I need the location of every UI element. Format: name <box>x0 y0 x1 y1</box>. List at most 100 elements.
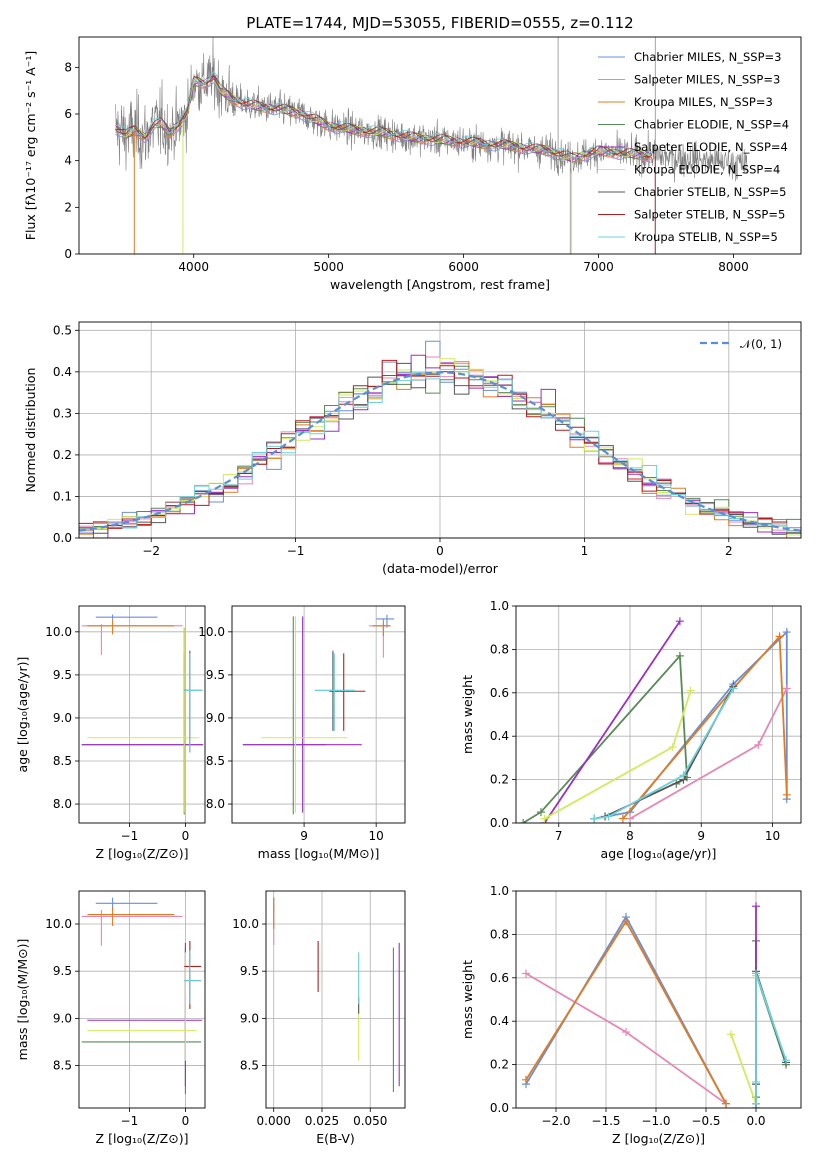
y-tick-label: 6 <box>64 107 72 121</box>
x-tick-label: 0.050 <box>353 1114 387 1128</box>
y-tick-label: 8.0 <box>53 797 72 811</box>
x-tick-label: 4000 <box>178 260 209 274</box>
residuals-plot-area <box>79 340 801 538</box>
x-tick-label: 0.0 <box>746 1114 765 1128</box>
y-tick-label: 9.5 <box>206 668 225 682</box>
y-tick-label: 0.2 <box>490 773 509 787</box>
residuals-panel: −2 −1 0 1 2 0.0 0.1 0.2 0.3 0.4 0.5 (data-model)/er… <box>23 321 802 576</box>
y-tick-label: 8.5 <box>53 1059 72 1073</box>
y-tick-label: 0.0 <box>490 816 509 830</box>
weight_vs_age-panel: 7 8 9 10 0.0 0.2 0.4 0.6 0.8 1.0 age [log₁₀(age/yr… <box>460 599 802 861</box>
model-fit-line <box>115 71 653 158</box>
x-axis-label: Z [log₁₀(Z/Z⊙)] <box>96 846 189 861</box>
mass-weight-marker <box>622 917 630 926</box>
y-tick-label: 10.0 <box>198 625 225 639</box>
y-tick-label: 9.5 <box>53 668 72 682</box>
x-tick-label: −2 <box>142 544 160 558</box>
axes-frame <box>265 890 406 1109</box>
mass-weight-marker <box>686 686 695 695</box>
y-tick-label: 0.4 <box>53 365 72 379</box>
x-tick-label: 5000 <box>313 260 344 274</box>
mass-weight-line <box>544 690 692 820</box>
x-tick-label: 0.000 <box>257 1114 291 1128</box>
y-tick-label: 8.5 <box>240 1059 259 1073</box>
mass-weight-marker <box>752 1077 760 1086</box>
mass_vs_ebv-plot-area <box>273 897 400 1092</box>
weight_vs_Z-plot-area <box>522 902 790 1108</box>
x-tick-label: 7000 <box>583 260 614 274</box>
legend-label: Kroupa MILES, N_SSP=3 <box>634 95 773 109</box>
y-tick-label: 8 <box>64 60 72 74</box>
mass-weight-marker <box>722 1099 730 1108</box>
x-tick-label: 8 <box>626 829 634 843</box>
y-tick-label: 0.5 <box>53 323 72 337</box>
y-tick-label: 4 <box>64 154 72 168</box>
y-tick-label: 8.0 <box>206 797 225 811</box>
spectrum-legend: Chabrier MILES, N_SSP=3 Salpeter MILES, N… <box>598 50 789 244</box>
y-tick-label: 0.1 <box>53 489 72 503</box>
y-tick-label: 9.0 <box>53 711 72 725</box>
x-axis-label: age [log₁₀(age/yr)] <box>601 846 717 861</box>
mass-weight-marker <box>752 969 760 978</box>
y-tick-label: 0 <box>64 247 72 261</box>
x-tick-label: 1 <box>581 544 589 558</box>
mass-weight-marker <box>752 1099 760 1108</box>
mass_vs_ebv-panel: 0.000 0.025 0.050 8.5 9.0 9.5 10.0 E(B-V) <box>232 890 406 1146</box>
age_vs_Z-panel: −1 0 8.0 8.5 9.0 9.5 10.0 Z [log₁₀(Z/Z⊙)] age [l… <box>15 605 206 861</box>
mass-weight-marker <box>729 684 738 693</box>
mass-weight-marker <box>727 1030 735 1039</box>
mass-weight-marker <box>522 1075 530 1084</box>
legend-label: 𝒩(0, 1) <box>740 337 782 351</box>
x-tick-label: −1.0 <box>641 1114 670 1128</box>
y-tick-label: 9.0 <box>206 711 225 725</box>
y-tick-label: 0.8 <box>490 927 509 941</box>
y-tick-label: 0.3 <box>53 406 72 420</box>
legend-label: Kroupa ELODIE, N_SSP=4 <box>634 163 780 177</box>
age_vs_mass-plot-area <box>242 614 395 815</box>
y-tick-label: 10.0 <box>45 625 72 639</box>
residuals-legend: 𝒩(0, 1) <box>700 337 782 351</box>
axes-frame <box>78 321 802 539</box>
axes-frame <box>78 890 206 1109</box>
mass-weight-line <box>543 620 681 823</box>
mass-weight-marker <box>668 743 677 752</box>
x-tick-label: −1 <box>121 1114 139 1128</box>
x-axis-label: (data-model)/error <box>382 561 499 576</box>
y-tick-label: 0.4 <box>490 729 509 743</box>
mass-weight-marker <box>590 814 599 823</box>
weight_vs_Z-panel: −2.0 −1.5 −1.0 −0.5 0.0 0.0 0.2 0.4 0.6 0.8 1.0 Z [… <box>460 884 802 1146</box>
mass-weight-marker <box>622 1028 630 1037</box>
weight_vs_age-plot-area <box>519 617 791 823</box>
y-tick-label: 0.0 <box>53 531 72 545</box>
mass-weight-marker <box>782 790 791 799</box>
model-fit-line <box>115 75 653 158</box>
y-axis-label: Flux [fλ10⁻¹⁷ erg cm⁻² s⁻¹ A⁻¹] <box>23 51 38 240</box>
y-tick-label: 8.5 <box>53 754 72 768</box>
x-axis-label: E(B-V) <box>316 1131 355 1146</box>
mass-weight-marker <box>675 617 684 626</box>
mass-weight-marker <box>604 812 613 821</box>
y-tick-label: 2 <box>64 200 72 214</box>
spectrum-panel: 4000 5000 6000 7000 8000 0 2 4 6 8 wavelength [Ang… <box>23 36 802 292</box>
x-tick-label: 2 <box>725 544 733 558</box>
y-tick-label: 0.8 <box>490 642 509 656</box>
normal-distribution-curve <box>79 371 801 532</box>
model-fit-line <box>115 74 653 163</box>
spectrum-plot-area <box>115 37 748 254</box>
mass-weight-line <box>755 973 787 1104</box>
x-tick-label: 9 <box>697 829 705 843</box>
figure-title: PLATE=1744, MJD=53055, FIBERID=0555, z=0… <box>246 14 633 32</box>
x-tick-label: 0 <box>436 544 444 558</box>
mass-weight-marker <box>626 814 634 823</box>
legend-label: Salpeter ELODIE, N_SSP=4 <box>634 140 788 154</box>
mass-weight-marker <box>782 1056 790 1065</box>
mass_vs_Z-plot-area <box>81 897 203 1094</box>
y-tick-label: 0.6 <box>490 971 509 985</box>
y-tick-label: 9.0 <box>240 1011 259 1025</box>
y-axis-label: mass [log₁₀(M/M⊙)] <box>15 939 30 1061</box>
mass-weight-marker <box>519 819 528 823</box>
mass-weight-marker <box>618 814 627 823</box>
legend-label: Chabrier MILES, N_SSP=3 <box>634 50 781 64</box>
x-tick-label: 0 <box>182 829 190 843</box>
x-tick-label: 10 <box>369 829 384 843</box>
